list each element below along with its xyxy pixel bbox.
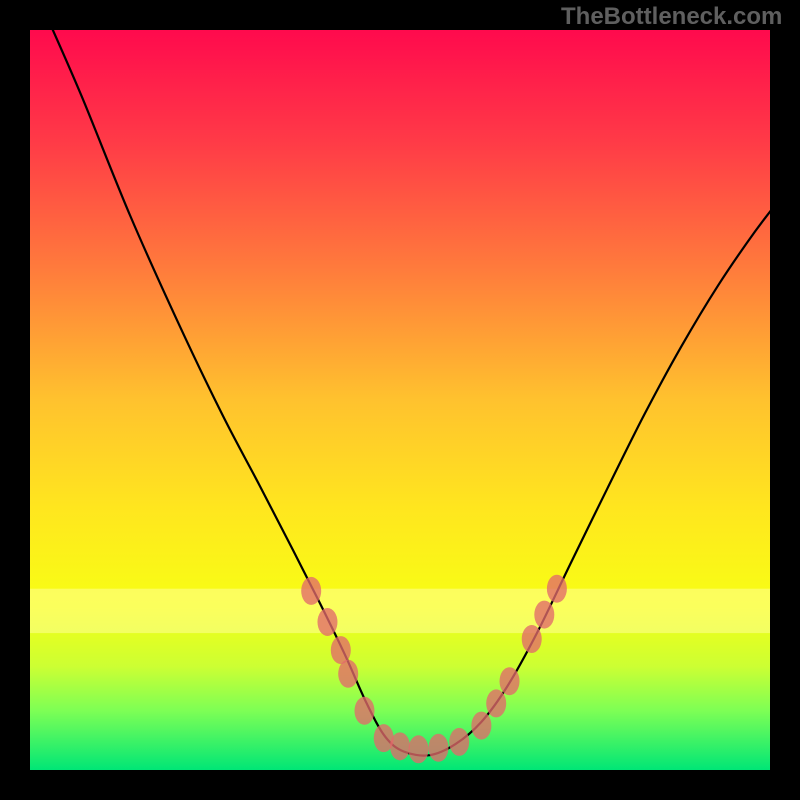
chart-svg	[0, 0, 800, 800]
data-marker	[486, 689, 506, 717]
data-marker	[338, 660, 358, 688]
data-marker	[547, 575, 567, 603]
data-marker	[534, 601, 554, 629]
data-marker	[317, 608, 337, 636]
data-marker	[522, 625, 542, 653]
data-marker	[301, 577, 321, 605]
data-marker	[409, 735, 429, 763]
data-marker	[449, 728, 469, 756]
data-marker	[471, 712, 491, 740]
data-marker	[390, 732, 410, 760]
data-marker	[354, 697, 374, 725]
gradient-background	[30, 30, 770, 770]
highlight-band	[30, 589, 770, 633]
watermark-text: TheBottleneck.com	[561, 3, 782, 31]
data-marker	[428, 734, 448, 762]
data-marker	[500, 667, 520, 695]
